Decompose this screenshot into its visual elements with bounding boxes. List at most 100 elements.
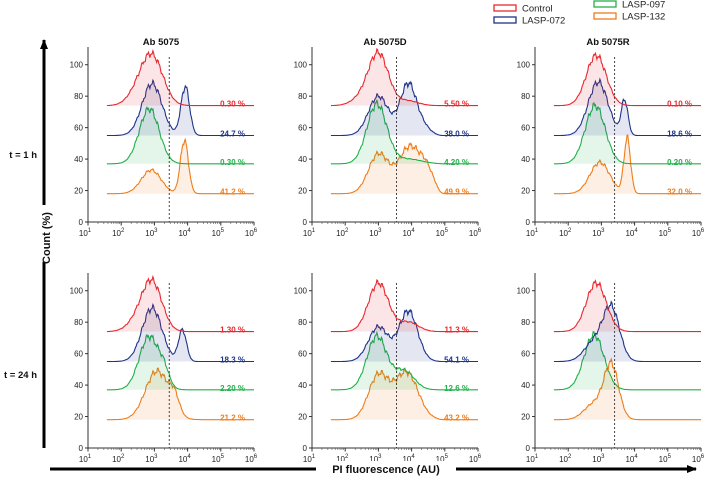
histogram-lasp-072: 18.6 % (551, 77, 701, 139)
y-tick-label: 40 (298, 155, 307, 164)
legend-item-lasp-132: LASP-132 (593, 12, 665, 23)
x-tick-label: 104 (625, 454, 638, 464)
percent-label-lasp-132: 49.9 % (444, 188, 469, 197)
y-tick-label: 100 (517, 287, 531, 296)
x-tick-label: 104 (178, 228, 191, 238)
histogram-lasp-132: 21.2 % (104, 367, 254, 423)
percent-label-lasp-132: 43.2 % (444, 414, 469, 423)
column-title-ab-5075d: Ab 5075D (363, 37, 406, 48)
percent-label-control: 11.3 % (445, 326, 469, 335)
x-tick-label: 103 (145, 454, 158, 464)
x-tick-label: 105 (659, 228, 672, 238)
histogram-fill (328, 332, 445, 390)
y-tick-label: 80 (521, 318, 530, 327)
histogram-lasp-072: 24.7 % (104, 78, 254, 139)
histogram-line (106, 367, 254, 421)
percent-label-lasp-072: 38.0 % (444, 130, 469, 139)
histogram-lasp-072: 54.1 % (328, 308, 478, 365)
y-tick-label: 80 (74, 318, 83, 327)
histogram-fill (551, 359, 668, 420)
histogram-line (553, 51, 701, 107)
histogram-fill (551, 135, 668, 194)
histogram-lasp-072: 18.3 % (104, 303, 254, 365)
percent-label-lasp-072: 18.6 % (667, 130, 692, 139)
x-tick-label: 104 (178, 454, 191, 464)
y-tick-label: 60 (298, 350, 307, 359)
histogram-line (106, 137, 254, 195)
histogram-lasp-132 (551, 357, 701, 421)
x-tick-label: 101 (303, 228, 316, 238)
y-tick-label: 60 (74, 124, 83, 133)
histogram-control: 5.50 % (328, 47, 478, 109)
percent-label-lasp-072: 54.1 % (444, 356, 469, 365)
histogram-fill (104, 368, 221, 420)
x-tick-label: 103 (369, 228, 382, 238)
legend-label: LASP-072 (522, 16, 565, 27)
histogram-line (106, 333, 254, 391)
panel-ab-5075d-t-1-h: 0 20 40 60 80 100 101 102 103 104 105 106 49.9 % 4.20… (294, 47, 482, 238)
x-tick-label: 106 (469, 454, 482, 464)
x-tick-label: 104 (625, 228, 638, 238)
histogram-line (330, 330, 478, 391)
x-tick-label: 105 (212, 454, 225, 464)
histogram-fill (328, 49, 445, 106)
histogram-lasp-097: 2.20 % (104, 333, 254, 393)
histogram-control: 0.30 % (104, 48, 254, 109)
panel-ab-5075-t-1-h: 0 20 40 60 80 100 101 102 103 104 105 106 41.2 % 0.30… (70, 47, 258, 238)
x-tick-label: 101 (526, 454, 539, 464)
x-tick-label: 106 (245, 228, 258, 238)
histogram-fill (328, 280, 445, 332)
histogram-lasp-132: 41.2 % (104, 137, 254, 197)
y-tick-label: 0 (79, 444, 84, 453)
percent-label-control: 0.30 % (220, 100, 245, 109)
histogram-fill (551, 79, 668, 136)
histogram-line (553, 279, 701, 333)
legend-swatch (493, 16, 517, 24)
x-tick-label: 103 (592, 228, 605, 238)
column-titles: Ab 5075 Ab 5075D Ab 5075R (143, 37, 630, 48)
x-tick-label: 106 (692, 454, 705, 464)
x-tick-label: 104 (402, 228, 415, 238)
legend-label: LASP-097 (622, 0, 665, 11)
y-tick-label: 100 (70, 287, 84, 296)
y-tick-label: 100 (70, 61, 84, 70)
y-tick-label: 0 (303, 218, 308, 227)
histogram-line (330, 278, 478, 333)
histogram-line (106, 106, 254, 165)
x-tick-label: 106 (245, 454, 258, 464)
percent-label-lasp-132: 41.2 % (220, 188, 245, 197)
column-title-ab-5075r: Ab 5075R (586, 37, 629, 48)
percent-label-lasp-097: 4.20 % (444, 158, 469, 167)
histogram-fill (328, 143, 445, 194)
x-tick-label: 106 (692, 228, 705, 238)
histogram-lasp-097: 0.20 % (551, 101, 701, 167)
y-tick-label: 20 (298, 413, 307, 422)
histogram-panels: 0 20 40 60 80 100 101 102 103 104 105 106 41.2 % 0.30… (70, 47, 705, 464)
histogram-control (551, 279, 701, 333)
y-tick-label: 20 (74, 187, 83, 196)
percent-label-lasp-097: 0.30 % (220, 158, 245, 167)
x-axis-title: PI fluorescence (AU) (332, 464, 440, 476)
y-tick-label: 20 (521, 187, 530, 196)
histogram-line (553, 331, 701, 391)
histogram-line (553, 134, 701, 195)
x-tick-label: 106 (469, 228, 482, 238)
x-tick-label: 101 (303, 454, 316, 464)
histogram-line (553, 300, 701, 363)
percent-label-lasp-072: 18.3 % (220, 356, 245, 365)
legend-item-control: Control (493, 4, 553, 15)
histogram-fill (328, 82, 445, 136)
histogram-fill (551, 102, 668, 164)
histogram-lasp-097: 0.30 % (104, 106, 254, 167)
y-tick-label: 60 (521, 124, 530, 133)
legend-item-lasp-097: LASP-097 (593, 0, 665, 11)
percent-label-control: 0.10 % (667, 100, 692, 109)
x-tick-label: 102 (336, 228, 349, 238)
histogram-line (106, 78, 254, 137)
y-tick-label: 60 (521, 350, 530, 359)
percent-label-lasp-097: 2.20 % (220, 384, 245, 393)
y-tick-label: 100 (517, 61, 531, 70)
percent-label-lasp-097: 0.20 % (667, 158, 692, 167)
histogram-control: 1.30 % (104, 274, 254, 335)
legend-swatch (493, 4, 517, 12)
